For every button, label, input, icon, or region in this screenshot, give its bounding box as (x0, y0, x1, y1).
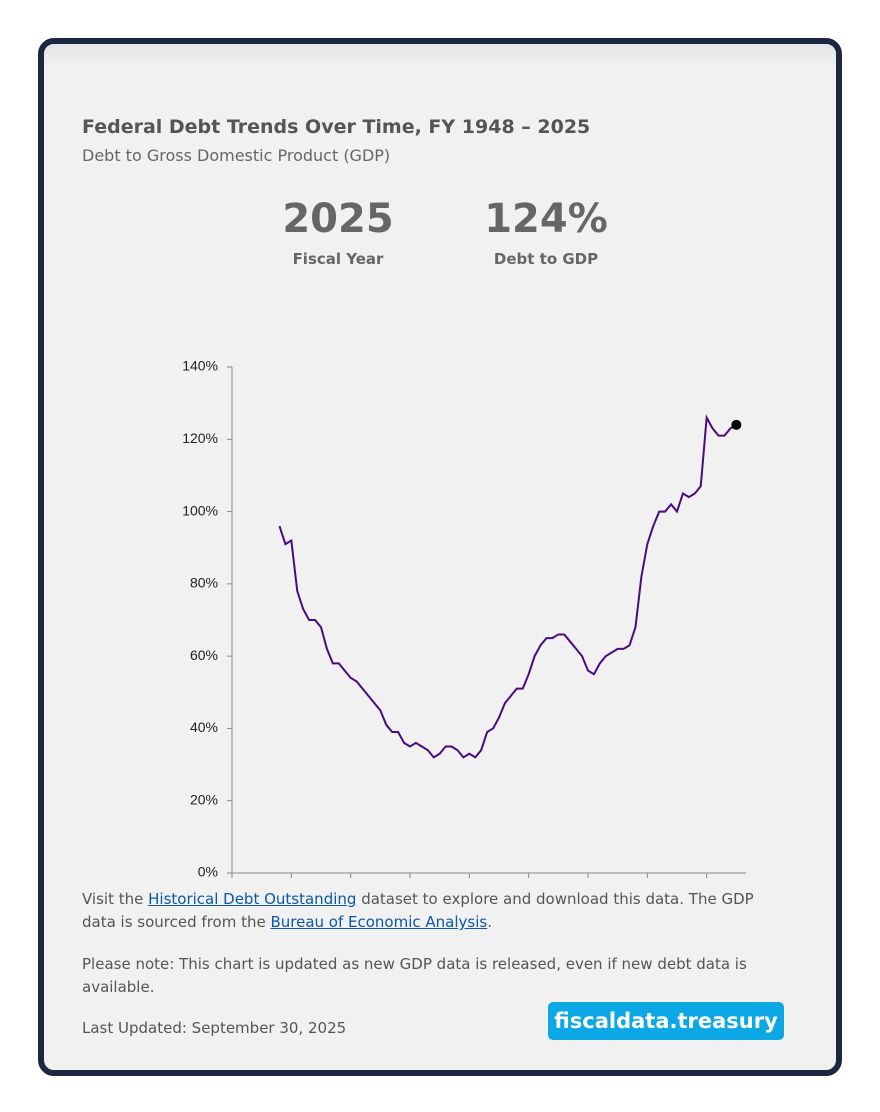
y-tick-label: 40% (190, 719, 218, 735)
stat-value: 124% (484, 196, 608, 242)
text: . (487, 913, 492, 931)
card-shadow (44, 44, 836, 66)
chart: 0%20%40%60%80%100%120%140%19401950196019… (182, 358, 746, 880)
stat-year-label: Fiscal Year (292, 250, 384, 268)
link[interactable]: Historical Debt Outstanding (148, 890, 357, 908)
chart-title: Federal Debt Trends Over Time, FY 1948 –… (82, 116, 591, 138)
stat-value-label: Debt to GDP (493, 250, 599, 268)
card: Federal Debt Trends Over Time, FY 1948 –… (38, 38, 842, 1076)
text: dataset to explore and download this dat… (82, 890, 754, 931)
y-tick-label: 80% (190, 575, 218, 591)
source-note: Visit the Historical Debt Outstanding da… (82, 888, 782, 934)
y-tick-label: 20% (190, 791, 218, 807)
chart-subtitle: Debt to Gross Domestic Product (GDP) (82, 146, 391, 165)
y-tick-label: 60% (190, 647, 218, 663)
y-tick-label: 140% (182, 358, 218, 374)
y-tick-label: 120% (182, 430, 218, 446)
y-tick-label: 100% (182, 502, 218, 518)
text: Visit the (82, 890, 149, 908)
debt-line (278, 414, 737, 759)
current-point (731, 419, 742, 430)
stat-year: 2025 (282, 196, 394, 242)
last-updated: Last Updated: September 30, 2025 (82, 1019, 347, 1037)
badge: fiscaldata.treasury (548, 1002, 784, 1040)
y-tick-label: 0% (198, 864, 218, 880)
disclaimer: Please note: This chart is updated as ne… (82, 955, 747, 996)
link[interactable]: Bureau of Economic Analysis (270, 913, 488, 931)
